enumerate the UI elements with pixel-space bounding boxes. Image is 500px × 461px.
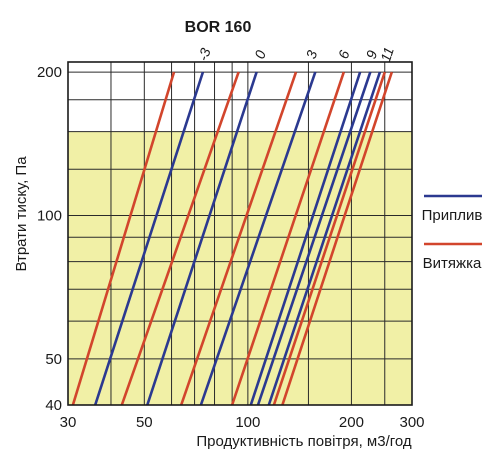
series-line-exhaust: [71, 71, 176, 406]
line-label: 11: [377, 45, 397, 64]
y-tick-label: 100: [37, 207, 62, 224]
series-line-exhaust: [230, 71, 346, 406]
legend-label: Витяжка: [423, 255, 482, 272]
series-lines: [71, 71, 394, 406]
x-tick-label: 100: [235, 414, 260, 431]
series-line-supply: [249, 71, 362, 406]
series-line-supply: [146, 71, 258, 406]
x-tick-label: 200: [339, 414, 364, 431]
series-line-supply: [267, 71, 382, 406]
legend: Приплив Витяжка: [422, 194, 483, 272]
line-label: 3: [303, 48, 321, 61]
series-line-exhaust: [120, 71, 240, 406]
shaded-band: [68, 131, 412, 405]
series-line-supply: [93, 71, 205, 406]
line-label: -3: [195, 46, 214, 63]
series-line-exhaust: [281, 71, 394, 406]
chart-title: BOR 160: [185, 19, 252, 36]
x-tick-label: 30: [60, 414, 77, 431]
y-tick-label: 40: [45, 397, 62, 414]
line-labels: -3 0 3 6 911: [195, 45, 397, 64]
x-tick-label: 50: [136, 414, 153, 431]
y-tick-label: 200: [37, 64, 62, 81]
x-axis-label: Продуктивність повітря, м3/год: [196, 433, 412, 450]
x-tick-labels: 30 50 100 200 300: [60, 414, 425, 431]
series-line-exhaust: [272, 71, 387, 406]
line-label: 6: [335, 48, 353, 61]
plot-frame: [67, 61, 413, 406]
series-line-supply: [199, 71, 317, 406]
series-line-exhaust: [179, 71, 298, 406]
series-line-supply: [256, 71, 372, 406]
legend-label: Приплив: [422, 207, 483, 224]
y-tick-labels: 40 50 100 200: [37, 64, 62, 414]
x-tick-label: 300: [399, 414, 424, 431]
y-tick-label: 50: [45, 351, 62, 368]
y-axis-label: Втрати тиску, Па: [13, 156, 30, 272]
line-label: 0: [251, 48, 269, 61]
